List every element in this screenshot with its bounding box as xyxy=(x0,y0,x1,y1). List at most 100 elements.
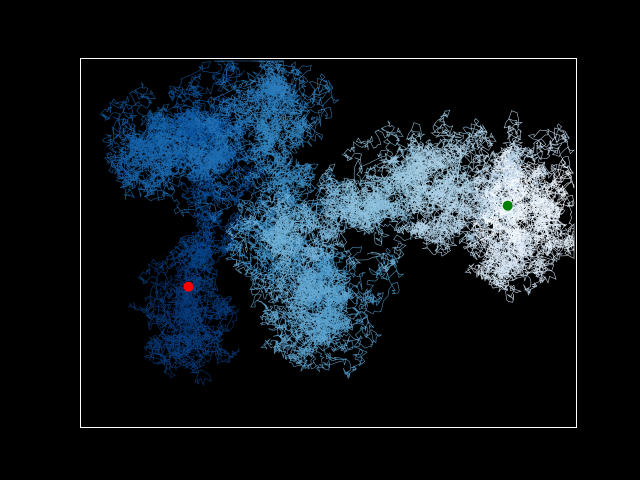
walk-segment xyxy=(385,221,418,272)
walk-segment xyxy=(524,214,560,245)
walk-segment xyxy=(542,159,575,192)
walk-segment xyxy=(340,192,359,214)
walk-segment xyxy=(383,201,421,220)
walk-segment xyxy=(302,73,332,119)
walk-segment xyxy=(534,136,575,179)
walk-segment xyxy=(299,306,327,343)
walk-segment xyxy=(479,205,508,243)
walk-segment xyxy=(352,324,383,367)
walk-segment xyxy=(272,261,306,299)
walk-segment xyxy=(155,130,187,159)
walk-segment xyxy=(185,300,234,333)
walk-segment xyxy=(277,246,297,276)
walk-segment xyxy=(283,199,319,233)
walk-segment xyxy=(272,60,300,93)
walk-segment xyxy=(288,346,315,372)
walk-segment xyxy=(503,110,524,149)
walk-segment xyxy=(142,284,196,333)
walk-segment xyxy=(237,143,278,190)
walk-segment xyxy=(316,302,348,343)
walk-segment xyxy=(350,200,381,231)
walk-segment xyxy=(123,148,157,189)
walk-segment xyxy=(411,219,434,244)
walk-segment xyxy=(198,329,231,365)
walk-segment xyxy=(106,150,136,180)
walk-segment xyxy=(422,144,449,177)
walk-segment xyxy=(122,160,158,198)
walk-segment xyxy=(448,216,488,259)
walk-segment xyxy=(338,272,379,303)
walk-segment xyxy=(284,338,316,361)
walk-segment xyxy=(355,120,404,151)
walk-segment xyxy=(253,125,278,150)
walk-segment xyxy=(302,80,340,126)
walk-segment xyxy=(167,344,212,386)
walk-segment xyxy=(491,191,525,238)
walk-segment xyxy=(497,147,526,201)
walk-segment xyxy=(414,145,439,199)
walk-segment xyxy=(472,223,504,259)
walk-segment xyxy=(167,108,199,140)
walk-segment xyxy=(120,153,156,178)
walk-segment xyxy=(185,149,214,186)
walk-segment xyxy=(480,188,504,236)
walk-segment xyxy=(263,60,282,92)
walk-segment xyxy=(323,194,350,234)
walk-segment xyxy=(334,313,374,343)
walk-segment xyxy=(275,181,318,217)
walk-segment xyxy=(199,185,235,224)
walk-segment xyxy=(178,232,203,263)
walk-segment xyxy=(200,329,224,356)
walk-segment xyxy=(349,190,383,218)
walk-segment xyxy=(262,307,299,343)
walk-segment xyxy=(315,251,336,295)
walk-segment xyxy=(440,133,464,178)
walk-segment xyxy=(277,101,325,141)
walk-segment xyxy=(314,335,362,354)
walk-segment xyxy=(276,307,304,342)
walk-segment xyxy=(194,111,225,153)
walk-segment xyxy=(285,339,312,369)
walk-segment xyxy=(204,246,230,276)
walk-segment xyxy=(485,243,520,277)
walk-segment xyxy=(343,183,372,219)
walk-segment xyxy=(182,268,218,295)
walk-segment xyxy=(314,218,348,257)
walk-segment xyxy=(479,232,504,273)
walk-segment xyxy=(439,198,474,234)
walk-segment xyxy=(144,117,170,149)
walk-segment xyxy=(435,130,482,164)
walk-segment xyxy=(111,82,154,111)
walk-segment xyxy=(443,125,491,160)
walk-segment xyxy=(489,163,541,198)
walk-segment xyxy=(434,109,462,163)
walk-segment xyxy=(383,133,415,184)
walk-segment xyxy=(323,279,365,308)
walk-segment xyxy=(151,132,189,181)
walk-segment xyxy=(224,215,256,235)
walk-segment xyxy=(155,103,182,158)
walk-segment xyxy=(309,356,362,380)
walk-segment xyxy=(341,135,373,188)
walk-segment xyxy=(184,290,233,324)
walk-segment xyxy=(196,132,231,154)
walk-segment xyxy=(407,133,445,160)
walk-segment xyxy=(314,246,362,278)
walk-segment xyxy=(404,155,428,174)
walk-segment xyxy=(356,151,389,190)
walk-segment xyxy=(346,155,399,207)
start-point-marker xyxy=(183,281,194,292)
walk-segment xyxy=(174,148,209,182)
walk-segment xyxy=(258,145,293,190)
walk-segment xyxy=(212,123,249,151)
walk-segment xyxy=(531,219,574,251)
walk-segment xyxy=(423,215,448,242)
walk-segment xyxy=(533,206,563,242)
walk-segment xyxy=(137,257,168,299)
walk-segment xyxy=(213,96,234,123)
walk-segment xyxy=(317,163,339,199)
walk-segment xyxy=(296,277,352,304)
walk-segment xyxy=(277,163,312,198)
